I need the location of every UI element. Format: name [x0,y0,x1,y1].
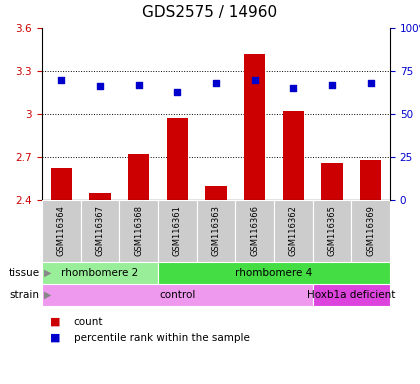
Bar [312,284,390,306]
Text: GSM116367: GSM116367 [95,205,105,257]
Point [174,89,181,95]
Bar [235,200,274,262]
Bar [167,118,188,200]
Bar [321,163,343,200]
Text: ▶: ▶ [44,268,52,278]
Text: GSM116361: GSM116361 [173,205,182,257]
Bar [42,284,312,306]
Text: rhombomere 2: rhombomere 2 [61,268,139,278]
Bar [197,200,235,262]
Bar [205,186,227,200]
Text: GSM116366: GSM116366 [250,205,259,257]
Point [213,80,219,86]
Bar [312,200,352,262]
Point [135,82,142,88]
Text: ■: ■ [50,317,61,327]
Text: strain: strain [10,290,40,300]
Point [58,76,65,83]
Point [328,82,335,88]
Bar [283,111,304,200]
Point [290,85,297,91]
Text: GSM116369: GSM116369 [366,205,375,257]
Text: ▶: ▶ [44,290,52,300]
Bar [352,200,390,262]
Bar [89,193,110,200]
Bar [81,200,119,262]
Text: percentile rank within the sample: percentile rank within the sample [74,333,249,343]
Text: GSM116365: GSM116365 [328,205,336,257]
Bar [42,262,158,284]
Text: GSM116368: GSM116368 [134,205,143,257]
Bar [51,169,72,200]
Bar [360,160,381,200]
Text: GSM116364: GSM116364 [57,205,66,257]
Bar [158,200,197,262]
Bar [128,154,149,200]
Text: rhombomere 4: rhombomere 4 [235,268,312,278]
Bar [158,262,390,284]
Bar [42,200,81,262]
Point [97,83,103,89]
Text: control: control [159,290,196,300]
Text: ■: ■ [50,333,61,343]
Point [251,76,258,83]
Text: Hoxb1a deficient: Hoxb1a deficient [307,290,396,300]
Text: GSM116363: GSM116363 [212,205,220,257]
Text: GSM116362: GSM116362 [289,205,298,257]
Text: tissue: tissue [9,268,40,278]
Bar [119,200,158,262]
Text: GDS2575 / 14960: GDS2575 / 14960 [142,5,278,20]
Text: count: count [74,317,103,327]
Bar [244,54,265,200]
Point [368,80,374,86]
Bar [274,200,312,262]
